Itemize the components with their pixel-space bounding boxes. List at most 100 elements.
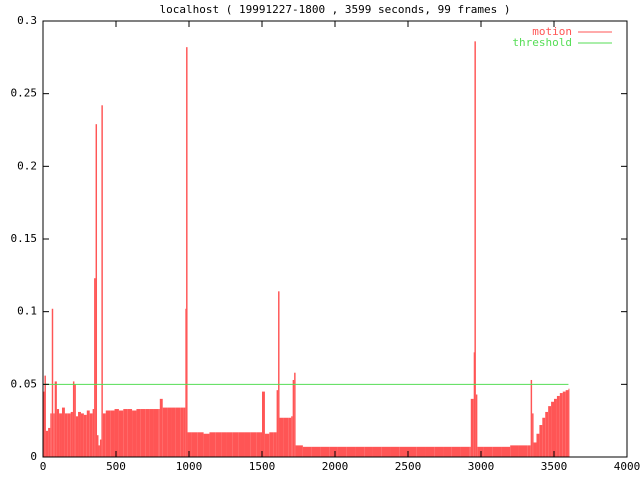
impulse — [183, 407, 186, 457]
impulse — [565, 390, 569, 457]
y-tick-label: 0.2 — [17, 159, 37, 172]
impulse — [295, 445, 303, 457]
impulse — [167, 407, 172, 457]
impulse — [185, 308, 187, 457]
impulse — [140, 409, 146, 457]
impulse — [381, 446, 391, 457]
impulse — [483, 446, 493, 457]
impulse — [159, 398, 163, 457]
impulse — [54, 381, 57, 457]
impulse — [209, 432, 216, 457]
impulse — [273, 432, 277, 457]
impulse — [61, 407, 65, 457]
x-tick-label: 3000 — [468, 460, 495, 473]
impulse — [105, 410, 111, 457]
impulse — [44, 375, 46, 457]
impulse — [186, 47, 188, 457]
impulse — [72, 381, 75, 457]
impulse — [260, 432, 262, 457]
x-tick-label: 4000 — [614, 460, 640, 473]
impulse — [244, 432, 251, 457]
impulse — [74, 384, 76, 457]
impulse — [292, 379, 295, 457]
impulse — [59, 413, 62, 457]
impulse — [460, 446, 470, 457]
impulse — [278, 291, 280, 457]
legend-label: threshold — [512, 36, 572, 49]
impulse — [556, 395, 560, 457]
impulse — [501, 446, 511, 457]
impulse — [92, 409, 95, 457]
impulse — [70, 411, 73, 457]
impulse — [408, 446, 417, 457]
impulse — [232, 432, 239, 457]
x-tick-label: 1000 — [176, 460, 203, 473]
impulse — [136, 409, 141, 457]
impulse — [153, 409, 159, 457]
impulse — [559, 393, 563, 457]
impulse — [123, 409, 128, 457]
impulse — [337, 446, 347, 457]
plot-frame — [42, 20, 628, 458]
x-tick-label: 2500 — [395, 460, 422, 473]
x-tick-label: 2000 — [322, 460, 349, 473]
impulse — [127, 409, 133, 457]
impulse — [390, 446, 400, 457]
impulse — [75, 416, 79, 457]
impulse — [279, 417, 284, 457]
impulse — [276, 390, 279, 457]
impulse — [101, 105, 103, 457]
impulse — [187, 432, 192, 457]
impulse — [346, 446, 356, 457]
impulse — [43, 391, 45, 457]
impulse — [545, 411, 549, 457]
impulse — [238, 432, 245, 457]
impulse — [203, 433, 210, 457]
impulse — [532, 413, 534, 457]
y-tick-label: 0.1 — [17, 305, 37, 318]
impulse — [83, 414, 87, 457]
impulse — [568, 388, 570, 457]
impulse — [425, 446, 435, 457]
impulse — [548, 406, 552, 457]
impulse — [51, 308, 54, 457]
impulse — [95, 124, 98, 457]
impulse — [329, 446, 338, 457]
impulse — [510, 445, 519, 457]
impulse — [474, 41, 476, 457]
impulse — [530, 379, 533, 457]
impulse — [262, 391, 265, 457]
y-tick-label: 0.05 — [11, 377, 38, 390]
y-tick-label: 0.3 — [17, 14, 37, 27]
impulse — [94, 278, 96, 457]
impulse — [302, 446, 312, 457]
impulse — [311, 446, 321, 457]
impulse — [80, 413, 84, 457]
x-tick-label: 500 — [106, 460, 126, 473]
impulse — [197, 432, 204, 457]
impulse — [527, 445, 531, 457]
legend-label: motion — [532, 25, 572, 38]
impulse — [250, 432, 257, 457]
impulse — [48, 427, 51, 457]
impulse — [67, 413, 71, 457]
impulse — [89, 413, 93, 457]
impulse — [475, 394, 478, 457]
impulse — [469, 446, 471, 457]
impulse — [64, 413, 68, 457]
impulse — [542, 417, 546, 457]
impulse — [473, 352, 475, 457]
impulse — [294, 372, 296, 457]
impulse — [86, 410, 90, 457]
impulse — [56, 409, 60, 457]
impulse — [269, 432, 274, 457]
impulse — [256, 432, 261, 457]
impulse — [175, 407, 181, 457]
impulse — [288, 417, 292, 457]
x-tick-label: 1500 — [249, 460, 276, 473]
impulse — [50, 413, 52, 457]
impulse — [372, 446, 382, 457]
impulse — [145, 409, 150, 457]
impulse — [264, 433, 270, 457]
